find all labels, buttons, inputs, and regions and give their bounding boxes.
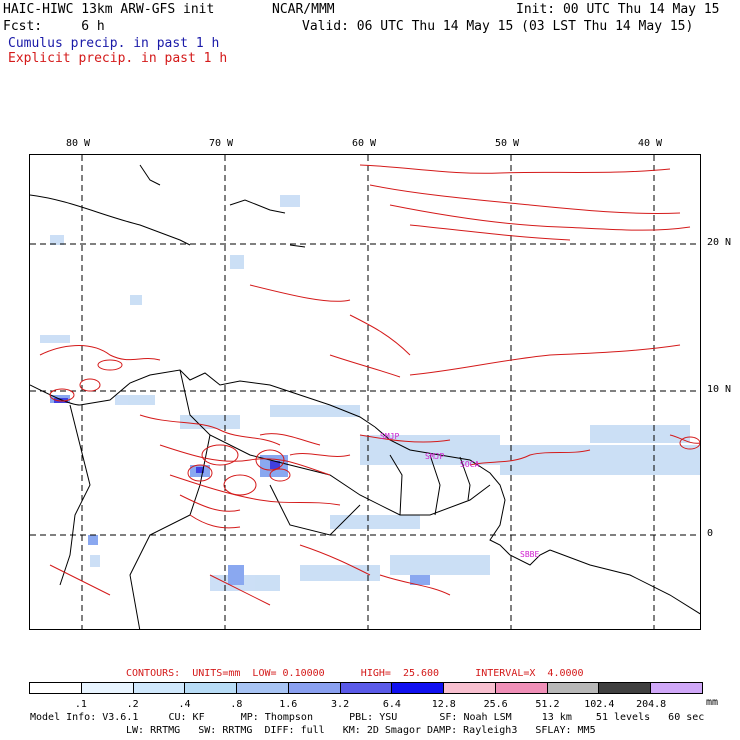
colorbar-swatch [81,683,134,693]
colorbar-swatch [495,683,548,693]
colorbar-tick-label: 51.2 [535,699,560,710]
colorbar-swatch [340,683,393,693]
station-markers: SMJP SMJP SOCA SBBE [380,432,539,559]
lon-label-60w: 60 W [352,138,377,149]
colorbar-unit: mm [706,697,719,708]
colorbar-tick-label: 6.4 [382,699,401,710]
colorbar-swatch [547,683,600,693]
station-label: SMJP [425,452,444,461]
lon-label-40w: 40 W [638,138,663,149]
colorbar-tick-label: 204.8 [636,699,667,710]
colorbar-tick-label: .2 [126,699,139,710]
colorbar-swatch [392,683,445,693]
colorbar-tick-label: 1.6 [279,699,298,710]
colorbar-swatch [30,683,82,693]
cumulus-precip-heavy [54,398,280,473]
colorbar-swatch [651,683,702,693]
colorbar-swatch [444,683,496,693]
colorbar-swatch [185,683,238,693]
lat-label-10n: 10 N [707,384,732,395]
init-time: Init: 00 UTC Thu 14 May 15 [516,2,720,17]
colorbar-swatch [133,683,186,693]
colorbar-tick-label: .1 [74,699,87,710]
map-canvas: SMJP SMJP SOCA SBBE [30,155,700,629]
lon-label-70w: 70 W [209,138,234,149]
model-info-line2: LW: RRTMG SW: RRTMG DIFF: full KM: 2D Sm… [126,725,596,736]
station-label: SMJP [380,432,399,441]
model-title: HAIC-HIWC 13km ARW-GFS init [3,2,215,17]
station-label: SBBE [520,550,539,559]
lat-label-20n: 20 N [707,237,732,248]
colorbar-tick-label: 12.8 [431,699,456,710]
lon-label-50w: 50 W [495,138,520,149]
colorbar-tick-label: 25.6 [483,699,508,710]
institution-label: NCAR/MMM [272,2,335,17]
colorbar-tick-label: 102.4 [584,699,615,710]
forecast-hour: Fcst: 6 h [3,19,105,34]
legend-cumulus: Cumulus precip. in past 1 h [8,36,220,51]
colorbar [29,682,703,694]
station-label: SOCA [460,460,479,469]
colorbar-tick-label: 3.2 [331,699,350,710]
colorbar-tick-label: .4 [178,699,191,710]
model-info-line1: Model Info: V3.6.1 CU: KF MP: Thompson P… [30,712,705,723]
explicit-precip-contours [39,164,700,606]
cumulus-precip-shading [40,195,700,591]
legend-explicit: Explicit precip. in past 1 h [8,51,228,66]
lat-lon-grid [30,155,700,629]
colorbar-tick-label: .8 [230,699,243,710]
colorbar-swatch [599,683,652,693]
precip-map: SMJP SMJP SOCA SBBE [29,154,701,630]
valid-time: Valid: 06 UTC Thu 14 May 15 (03 LST Thu … [302,19,694,34]
colorbar-swatch [237,683,289,693]
lat-label-0: 0 [707,528,714,539]
contours-info: CONTOURS: UNITS=mm LOW= 0.10000 HIGH= 25… [126,668,584,679]
lon-label-80w: 80 W [66,138,91,149]
colorbar-swatch [288,683,341,693]
